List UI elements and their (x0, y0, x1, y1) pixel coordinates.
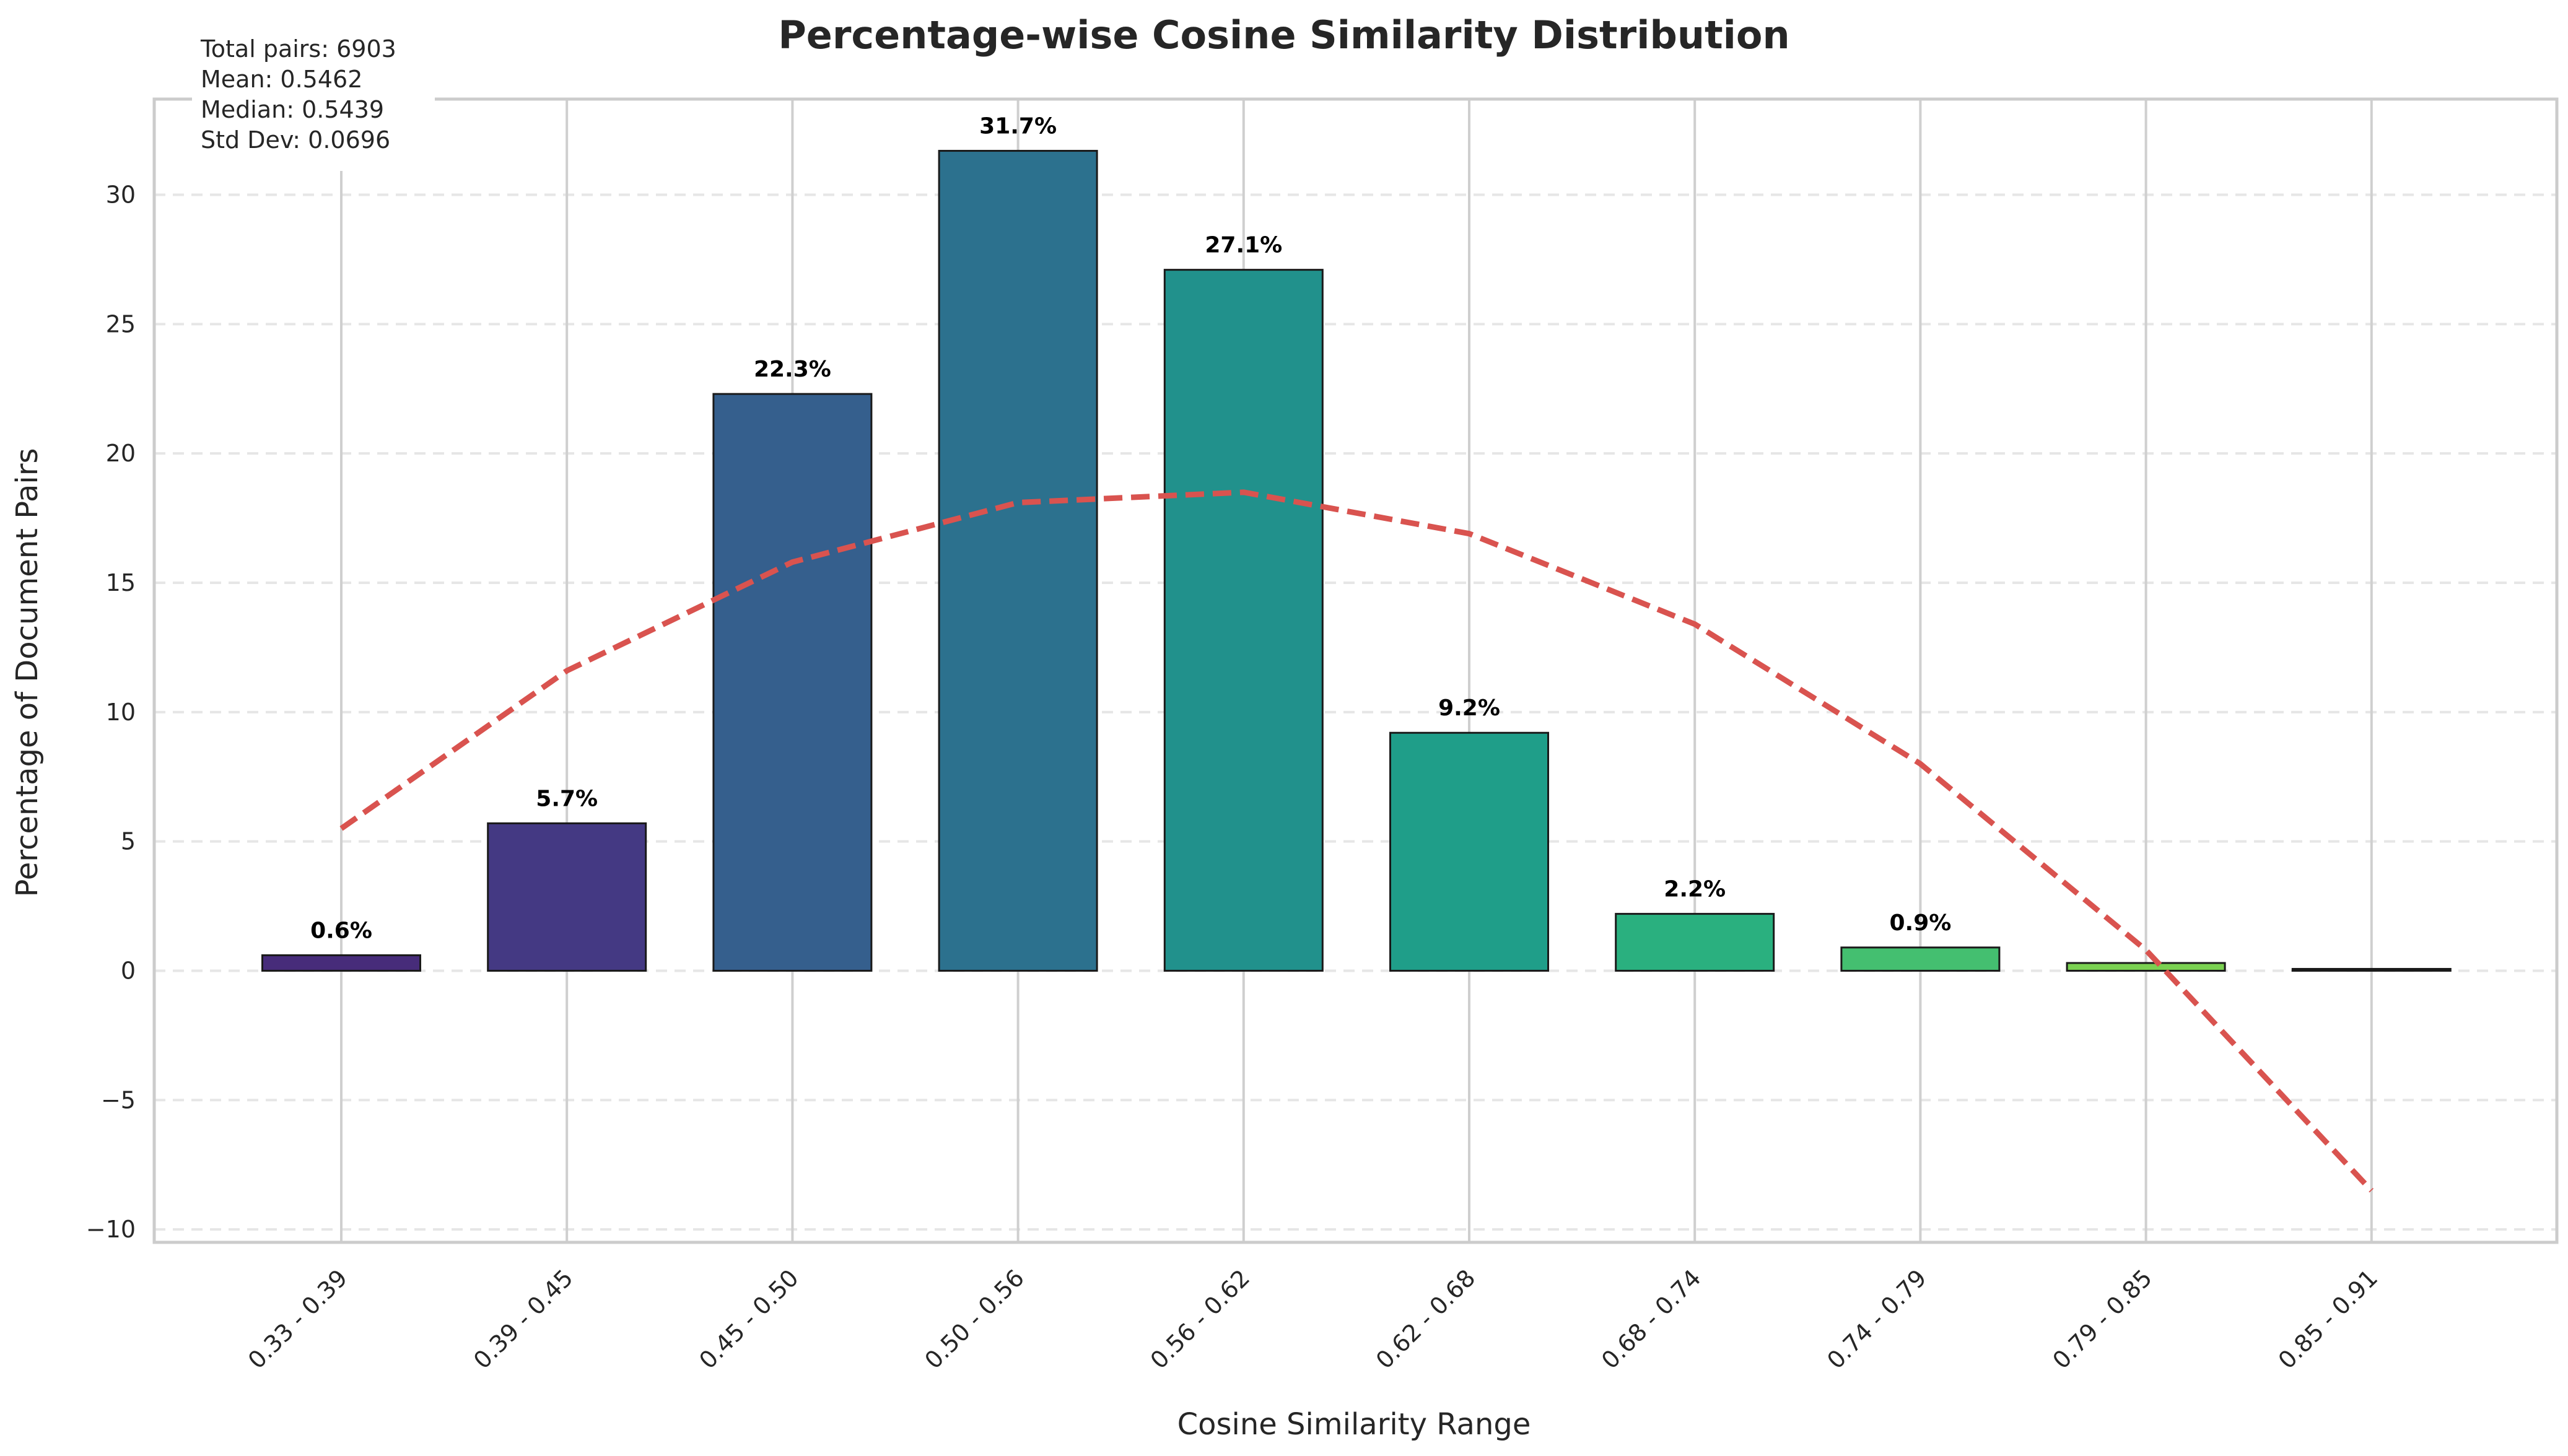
y-axis-label: Percentage of Document Pairs (10, 448, 45, 897)
bar-value-label: 2.2% (1664, 877, 1726, 902)
x-axis-label: Cosine Similarity Range (1177, 1407, 1531, 1442)
x-tick-label: 0.68 - 0.74 (1596, 1264, 1706, 1374)
stats-line: Mean: 0.5462 (201, 66, 362, 93)
bar-3 (712, 393, 873, 972)
bar-value-label: 9.2% (1438, 695, 1500, 721)
x-tick-label: 0.56 - 0.62 (1145, 1264, 1256, 1374)
y-tick-label: 25 (106, 310, 136, 338)
y-tick-label: −5 (101, 1086, 136, 1114)
y-tick-label: 5 (121, 828, 136, 855)
x-tick-label: 0.39 - 0.45 (468, 1264, 579, 1374)
x-tick-label: 0.33 - 0.39 (243, 1264, 353, 1374)
bar-6 (1389, 731, 1549, 972)
stats-box-background (192, 22, 435, 171)
trend-layer (339, 489, 2374, 1193)
bar-9 (2066, 962, 2226, 972)
y-tick-label: 10 (106, 699, 136, 726)
bar-5 (1163, 269, 1324, 972)
bars-layer (261, 150, 2452, 972)
bar-value-label: 0.6% (310, 918, 372, 943)
bar-1 (261, 954, 421, 972)
plot-frame (152, 97, 2559, 1244)
stats-box: Total pairs: 6903 Mean: 0.5462 Median: 0.5… (192, 22, 435, 171)
y-tick-label: −10 (86, 1216, 136, 1243)
bar-2 (487, 822, 647, 972)
bar-value-label: 0.9% (1889, 910, 1951, 936)
stats-line: Total pairs: 6903 (200, 35, 396, 63)
grid-layer (154, 99, 2557, 1242)
stats-line: Std Dev: 0.0696 (201, 126, 390, 154)
stats-line: Median: 0.5439 (201, 96, 384, 123)
bar-4 (938, 150, 1098, 972)
x-tick-label: 0.62 - 0.68 (1371, 1264, 1481, 1374)
bar-value-label: 22.3% (754, 357, 831, 382)
x-tick-label: 0.45 - 0.50 (694, 1264, 804, 1374)
bar-10 (2291, 967, 2452, 972)
y-tick-label: 20 (106, 440, 136, 467)
y-tick-label: 0 (121, 957, 136, 984)
y-tick-label: 30 (106, 181, 136, 209)
bar-value-label: 27.1% (1205, 233, 1282, 258)
chart-title: Percentage-wise Cosine Similarity Distri… (778, 12, 1789, 58)
bar-value-label: 5.7% (536, 786, 598, 811)
bar-8 (1840, 946, 2001, 972)
bar-labels-layer: 0.6% 5.7% 22.3% 31.7% 27.1% 9.2% 2.2% 0.9% (310, 114, 1951, 944)
x-tick-label: 0.79 - 0.85 (2047, 1264, 2157, 1374)
trend-line (339, 489, 2374, 1193)
bar-value-label: 31.7% (979, 114, 1057, 139)
bar-7 (1615, 913, 1775, 972)
x-tick-label: 0.85 - 0.91 (2273, 1264, 2383, 1374)
x-tick-label: 0.74 - 0.79 (1822, 1264, 1932, 1374)
y-tick-label: 15 (106, 569, 136, 596)
x-tick-label: 0.50 - 0.56 (919, 1264, 1029, 1374)
